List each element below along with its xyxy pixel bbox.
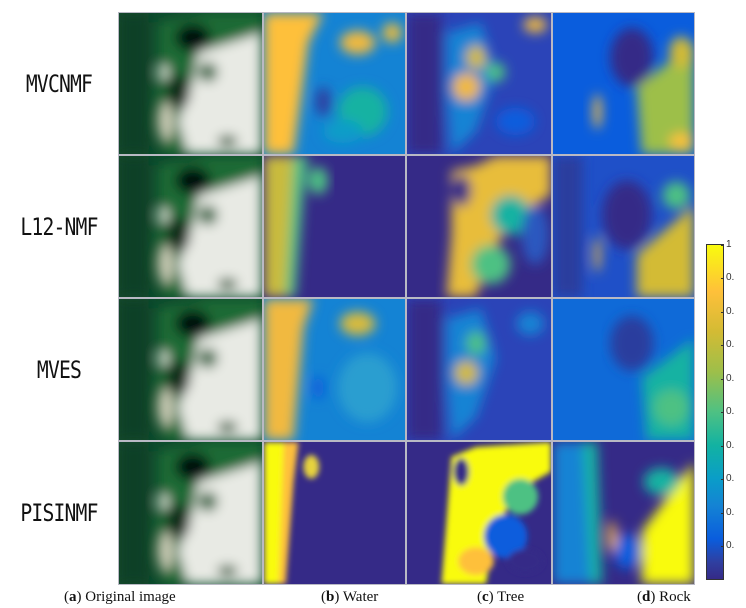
row-label-l12-nmf: L12-NMF: [20, 213, 98, 241]
colorbar-tickmark: [721, 479, 724, 480]
colorbar-tickmark: [721, 245, 724, 246]
water-map-l12-nmf: [263, 155, 406, 298]
tree-map-mves: [406, 298, 552, 441]
colorbar-tick-label: 0.: [726, 339, 735, 350]
colorbar-tick-label: 0.: [726, 507, 735, 518]
colorbar-tickmark: [721, 513, 724, 514]
colorbar-tick-label: 0.: [726, 440, 735, 451]
colorbar-tick-label: 0.: [726, 306, 735, 317]
colorbar-tickmark: [721, 412, 724, 413]
colorbar-tickmark: [721, 345, 724, 346]
original-image-mvcnmf: [118, 12, 263, 155]
caption-tree: (c) Tree: [477, 589, 525, 605]
caption-water: (b) Water: [321, 589, 379, 605]
caption-original-image: (a) Original image: [64, 589, 176, 605]
row-label-mves: MVES: [36, 356, 82, 384]
colorbar-tickmark: [721, 546, 724, 547]
row-label-pisinmf: PISINMF: [20, 499, 98, 527]
water-map-mves: [263, 298, 406, 441]
colorbar-tickmark: [721, 278, 724, 279]
colorbar-tickmark: [721, 446, 724, 447]
colorbar-tick-label: 0.: [726, 473, 735, 484]
colorbar-tick-label: 0.: [726, 540, 735, 551]
water-map-mvcnmf: [263, 12, 406, 155]
rock-map-mvcnmf: [552, 12, 695, 155]
colorbar-tick-label: 1: [726, 239, 732, 250]
colorbar-tick-label: 0.: [726, 373, 735, 384]
rock-map-mves: [552, 298, 695, 441]
colorbar-tickmark: [721, 312, 724, 313]
colorbar-tick-label: 0.: [726, 272, 735, 283]
rock-map-l12-nmf: [552, 155, 695, 298]
original-image-l12-nmf: [118, 155, 263, 298]
tree-map-l12-nmf: [406, 155, 552, 298]
tree-map-mvcnmf: [406, 12, 552, 155]
rock-map-pisinmf: [552, 441, 695, 585]
tree-map-pisinmf: [406, 441, 552, 585]
colorbar-tick-label: 0.: [726, 406, 735, 417]
original-image-pisinmf: [118, 441, 263, 585]
colorbar-tickmark: [721, 379, 724, 380]
row-label-mvcnmf: MVCNMF: [25, 70, 93, 98]
caption-rock: (d) Rock: [637, 589, 691, 605]
original-image-mves: [118, 298, 263, 441]
water-map-pisinmf: [263, 441, 406, 585]
